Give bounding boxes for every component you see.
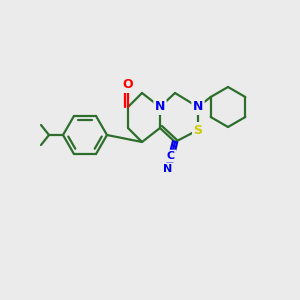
- Text: C: C: [167, 151, 175, 161]
- Text: N: N: [164, 164, 172, 174]
- Text: O: O: [123, 79, 133, 92]
- Text: S: S: [194, 124, 202, 136]
- Text: N: N: [155, 100, 165, 113]
- Text: N: N: [193, 100, 203, 113]
